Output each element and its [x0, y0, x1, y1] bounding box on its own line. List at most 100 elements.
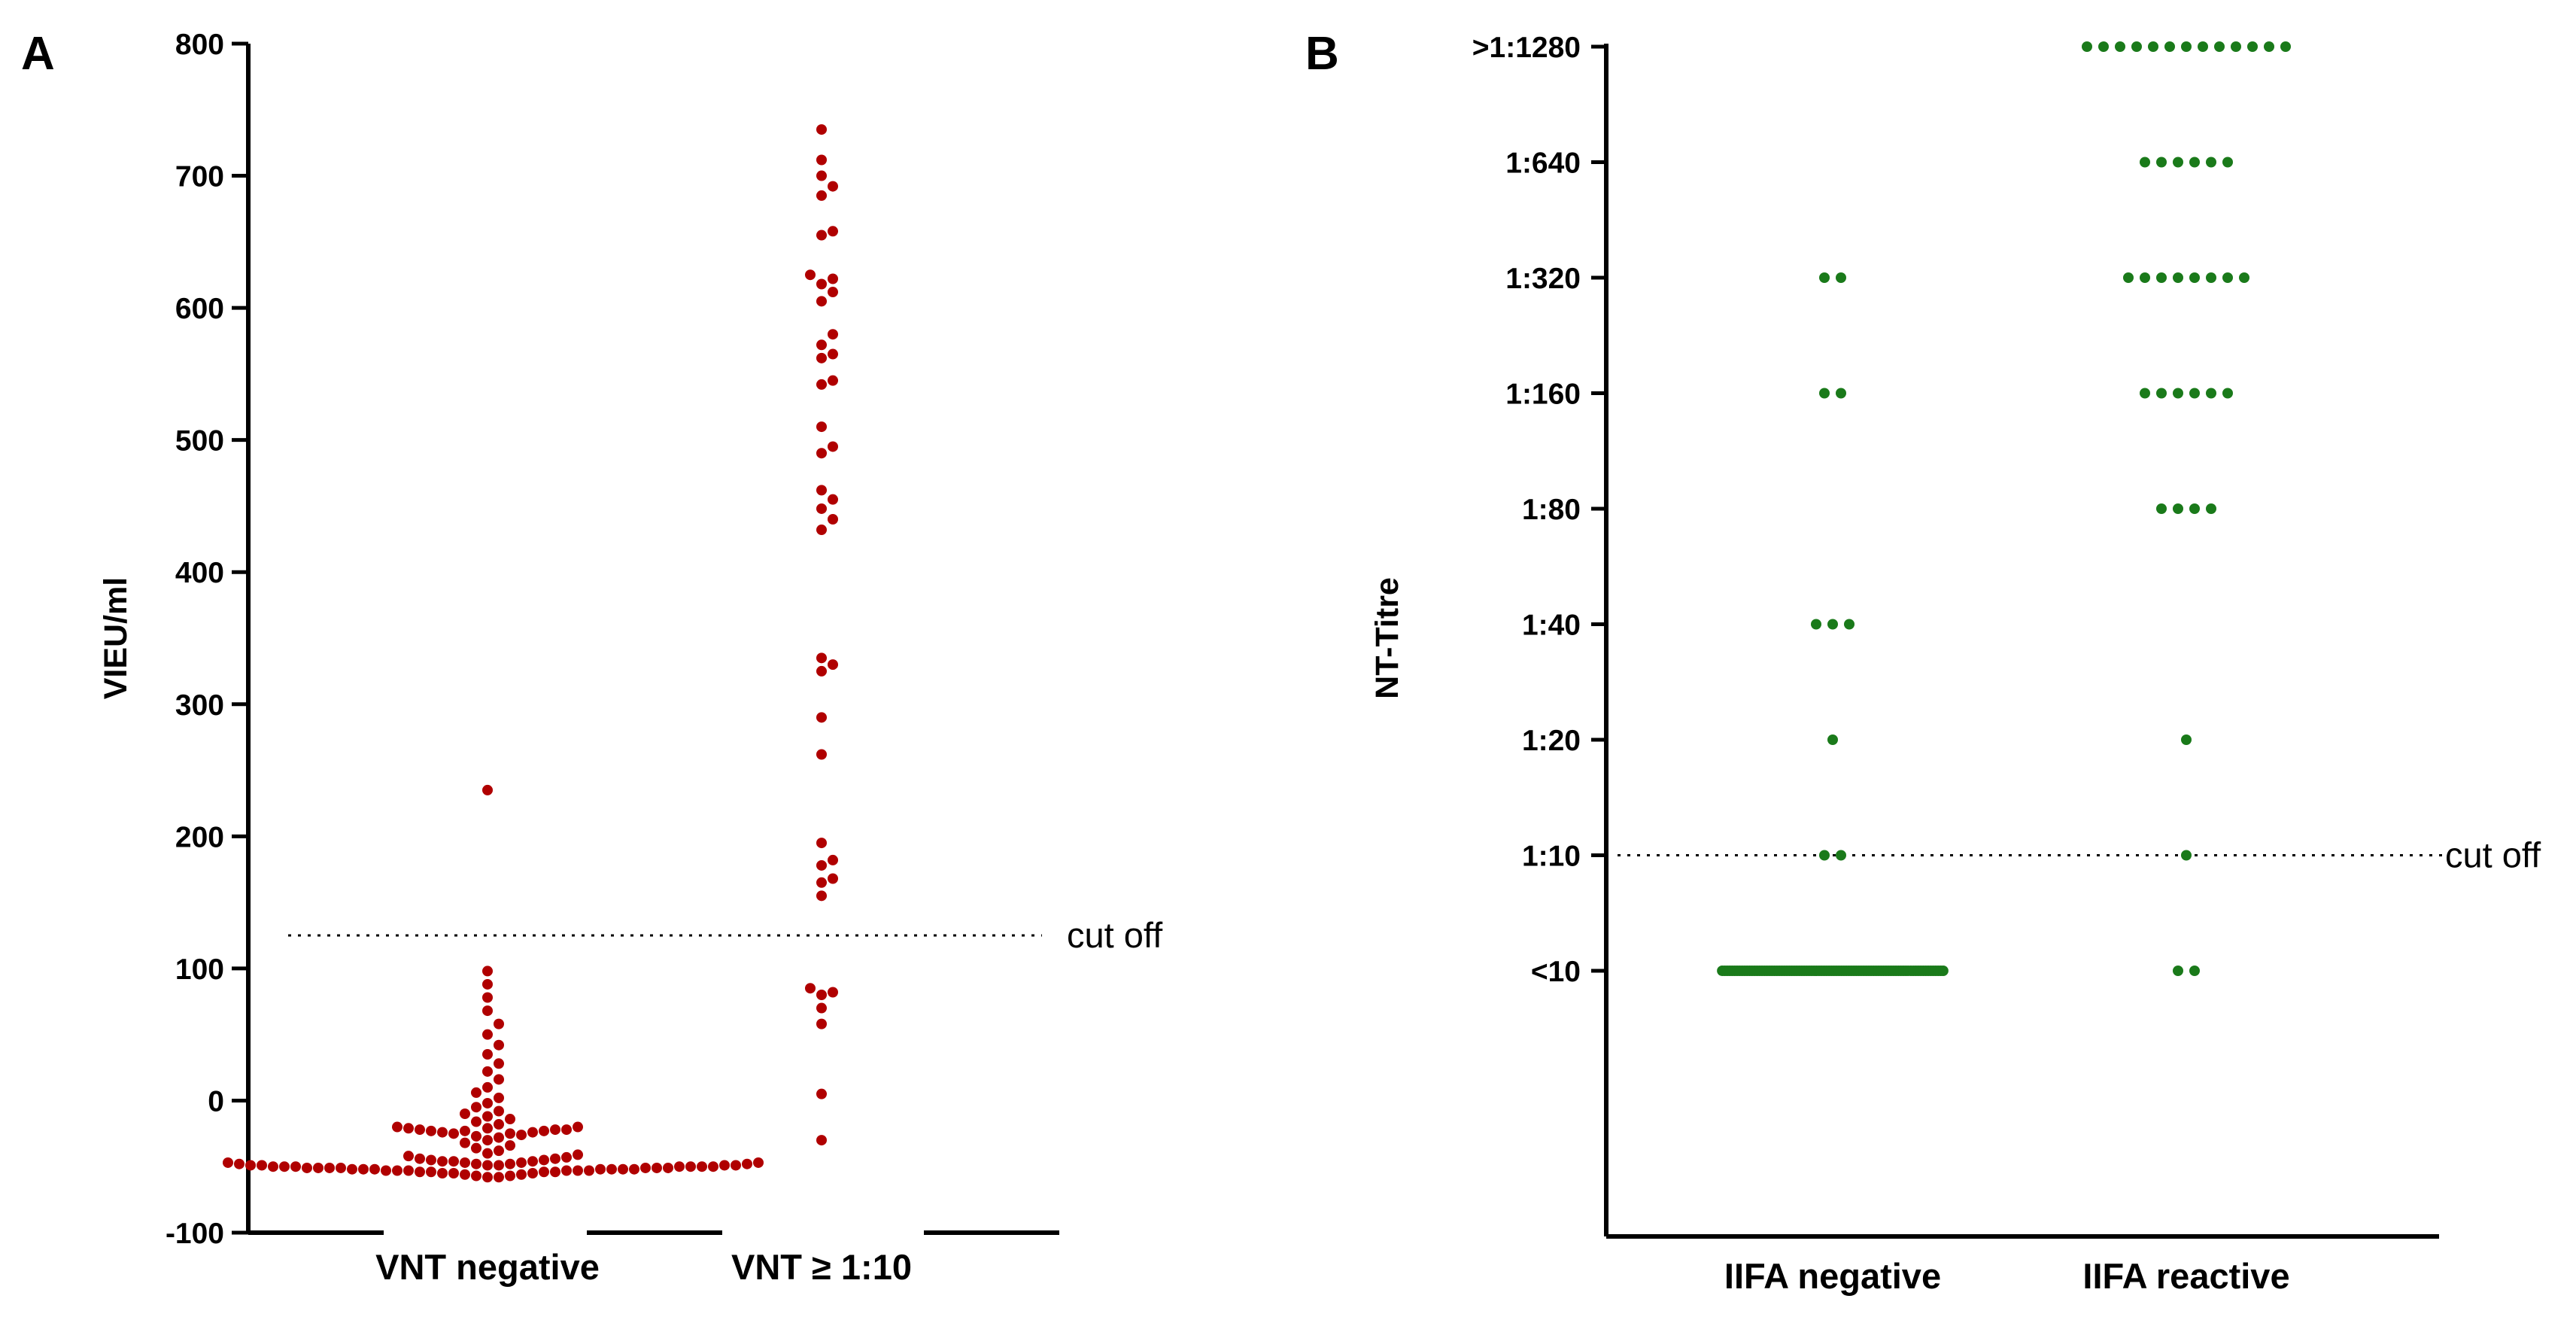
panel-a-data-point — [234, 1158, 245, 1169]
panel-b-y-tick-label: 1:160 — [1505, 379, 1581, 411]
panel-a-data-point — [816, 1002, 827, 1014]
panel-a-data-point — [392, 1165, 402, 1176]
panel-b-data-point — [2131, 41, 2142, 52]
panel-a-data-point — [482, 1172, 493, 1183]
panel-b-data-point — [2214, 41, 2225, 52]
panel-a-points — [223, 124, 838, 1183]
panel-a-data-point — [257, 1160, 267, 1171]
panel-a-data-point — [816, 890, 827, 902]
panel-a-data-point — [268, 1161, 278, 1172]
panel-a-data-point — [816, 448, 827, 459]
panel-b-data-point — [2189, 503, 2200, 514]
panel-b-y-tick-label: 1:10 — [1522, 841, 1581, 873]
panel-a-data-point — [494, 1172, 504, 1183]
panel-b-y-tick-label: >1:1280 — [1472, 32, 1581, 64]
panel-a-data-point — [640, 1162, 651, 1173]
panel-a-data-point — [245, 1160, 256, 1171]
panel-b-data-point — [1844, 619, 1855, 630]
panel-a-data-point — [494, 1160, 504, 1171]
panel-b-data-point — [2222, 388, 2233, 399]
panel-a-data-point — [324, 1162, 335, 1173]
panel-a-data-point — [482, 1066, 493, 1077]
panel-b-data-point — [2247, 41, 2258, 52]
panel-a-data-point — [279, 1161, 290, 1172]
panel-a-data-point — [415, 1124, 425, 1136]
panel-b-data-point — [2189, 272, 2200, 283]
panel-a-data-point — [505, 1128, 515, 1139]
panel-b-data-point — [1937, 966, 1949, 976]
panel-a-data-point — [505, 1158, 515, 1169]
panel-b-data-point — [2206, 157, 2216, 168]
panel-a-data-point — [816, 838, 827, 849]
panel-a-data-point — [448, 1156, 459, 1167]
panel-a-y-tick-label: 200 — [175, 821, 224, 853]
panel-a-data-point — [828, 375, 838, 386]
panel-a-data-point — [816, 485, 827, 496]
panel-b-y-tick-label: 1:80 — [1522, 494, 1581, 526]
panel-b-data-point — [2264, 41, 2274, 52]
panel-a-data-point — [828, 514, 838, 525]
panel-a-data-point — [392, 1121, 402, 1133]
panel-b-data-point — [2181, 41, 2192, 52]
panel-b-y-tick-label: 1:640 — [1505, 147, 1581, 180]
panel-a-data-point — [347, 1163, 357, 1175]
panel-a-data-point — [460, 1125, 470, 1136]
panel-a-data-point — [606, 1163, 617, 1175]
panel-a-data-point — [494, 1132, 504, 1143]
panel-a-data-point — [550, 1124, 560, 1136]
panel-a-data-point — [471, 1130, 481, 1142]
panel-a-y-tick-label: 300 — [175, 689, 224, 722]
panel-a-data-point — [573, 1121, 583, 1133]
panel-a-data-point — [561, 1124, 572, 1136]
panel-b-data-point — [2156, 388, 2167, 399]
panel-a-y-tick-label: 400 — [175, 557, 224, 589]
panel-b-data-point — [2115, 41, 2125, 52]
panel-a-data-point — [471, 1102, 481, 1113]
panel-a-data-point — [482, 784, 493, 795]
panel-a-data-point — [697, 1161, 707, 1172]
panel-a-data-point — [816, 1135, 827, 1146]
panel-a-data-point — [539, 1154, 549, 1166]
panel-a-data-point — [816, 170, 827, 181]
panel-a-y-tick-label: 700 — [175, 161, 224, 193]
panel-b-data-point — [2140, 388, 2150, 399]
panel-a-data-point — [403, 1123, 414, 1134]
panel-a-data-point — [805, 983, 816, 994]
panel-a-data-point — [403, 1165, 414, 1176]
panel-b-data-point — [2173, 388, 2183, 399]
panel-a-data-point — [828, 181, 838, 192]
panel-a-data-point — [816, 124, 827, 135]
panel-a-data-point — [527, 1168, 538, 1178]
panel-a-data-point — [494, 1119, 504, 1130]
panel-a-data-point — [482, 1081, 493, 1093]
panel-a-y-tick-label: 0 — [208, 1085, 224, 1118]
panel-a-data-point — [223, 1157, 233, 1168]
panel-a-data-point — [731, 1160, 741, 1171]
panel-b-cutoff-label: cut off — [2445, 835, 2541, 875]
panel-a-data-point — [652, 1162, 662, 1173]
panel-b: B <10 1:10 1:20 1:40 1:80 1:160 1:320 1:640 >1:1… — [1305, 28, 2541, 1296]
panel-b-data-point — [2098, 41, 2109, 52]
panel-b-data-point — [2189, 966, 2200, 976]
panel-b-data-point — [1819, 272, 1830, 283]
panel-a-y-tick-label: 500 — [175, 425, 224, 458]
panel-a-data-point — [539, 1125, 549, 1136]
panel-b-data-point — [2173, 157, 2183, 168]
panel-a-data-point — [708, 1161, 718, 1172]
panel-a-data-point — [828, 873, 838, 884]
panel-a-data-point — [358, 1163, 369, 1175]
panel-a-data-point — [816, 379, 827, 390]
panel-b-data-point — [2198, 41, 2208, 52]
panel-b-data-point — [2140, 272, 2150, 283]
panel-b-data-point — [2164, 41, 2175, 52]
panel-b-data-point — [2222, 157, 2233, 168]
panel-a-data-point — [516, 1169, 527, 1180]
panel-a-data-point — [505, 1114, 515, 1125]
panel-a-data-point — [482, 992, 493, 1003]
panel-b-points — [1717, 41, 2291, 976]
panel-a-data-point — [816, 503, 827, 514]
panel-a-data-point — [816, 1018, 827, 1029]
panel-b-data-point — [1819, 388, 1830, 399]
